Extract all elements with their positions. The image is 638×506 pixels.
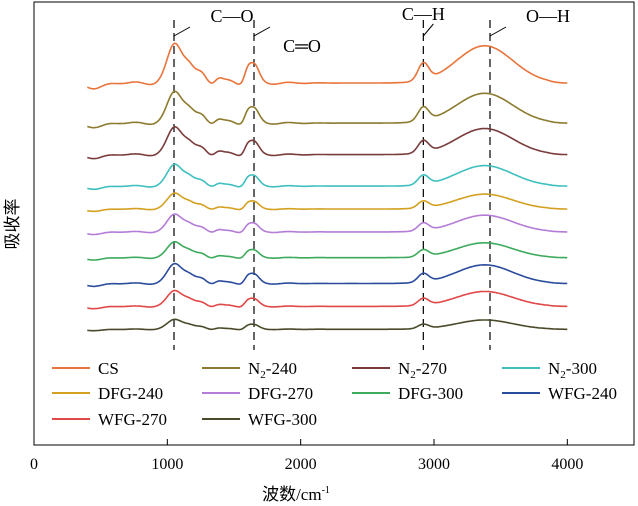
series-line-DFG-300 xyxy=(87,240,568,261)
series-line-N2-270 xyxy=(87,125,568,160)
legend-label-DFG-270: DFG-270 xyxy=(248,384,313,403)
series-line-WFG-240 xyxy=(87,262,568,288)
peak-marker-lines: C—O C═O C—H O—H xyxy=(173,4,570,350)
legend-label-N2-270: N2-270 xyxy=(398,359,447,381)
legend-label-N2-300: N2-300 xyxy=(548,359,597,381)
legend-label-WFG-300: WFG-300 xyxy=(248,410,317,429)
x-tick-label-3000: 3000 xyxy=(418,456,450,473)
series-line-WFG-270 xyxy=(87,289,568,310)
peak-label-2: C—H xyxy=(402,4,445,24)
x-tick-label-2000: 2000 xyxy=(285,456,317,473)
series-lines xyxy=(87,42,568,332)
x-axis-label: 波数/cm-1 xyxy=(262,485,330,504)
peak-label-0: C—O xyxy=(210,6,253,26)
y-axis-label: 吸收率 xyxy=(3,199,22,250)
peak-leader-0 xyxy=(173,26,191,37)
legend-label-N2-240: N2-240 xyxy=(248,359,297,381)
series-line-WFG-300 xyxy=(87,318,568,332)
series-line-DFG-270 xyxy=(87,213,568,236)
peak-label-1: C═O xyxy=(283,36,321,56)
x-tick-label-4000: 4000 xyxy=(551,456,583,473)
legend-label-WFG-270: WFG-270 xyxy=(98,410,167,429)
peak-leader-1 xyxy=(253,26,271,37)
legend: CS N2-240 N2-270 N2-300 DFG-240 DFG-270 DFG-30… xyxy=(52,359,617,429)
x-axis-ticks: 0 1000 2000 3000 4000 xyxy=(30,439,583,473)
series-line-N2-300 xyxy=(87,163,568,191)
series-line-N2-240 xyxy=(87,90,568,129)
plot-frame xyxy=(33,1,635,446)
peak-label-3: O—H xyxy=(526,6,570,26)
peak-leader-3 xyxy=(489,26,507,37)
x-tick-label-0: 0 xyxy=(30,456,38,473)
series-line-CS xyxy=(87,42,568,90)
series-line-DFG-240 xyxy=(87,192,568,213)
legend-label-DFG-300: DFG-300 xyxy=(398,384,463,403)
legend-label-DFG-240: DFG-240 xyxy=(98,384,163,403)
x-tick-label-1000: 1000 xyxy=(151,456,183,473)
peak-leader-2 xyxy=(422,23,434,37)
legend-label-WFG-240: WFG-240 xyxy=(548,384,617,403)
legend-label-CS: CS xyxy=(98,359,119,378)
